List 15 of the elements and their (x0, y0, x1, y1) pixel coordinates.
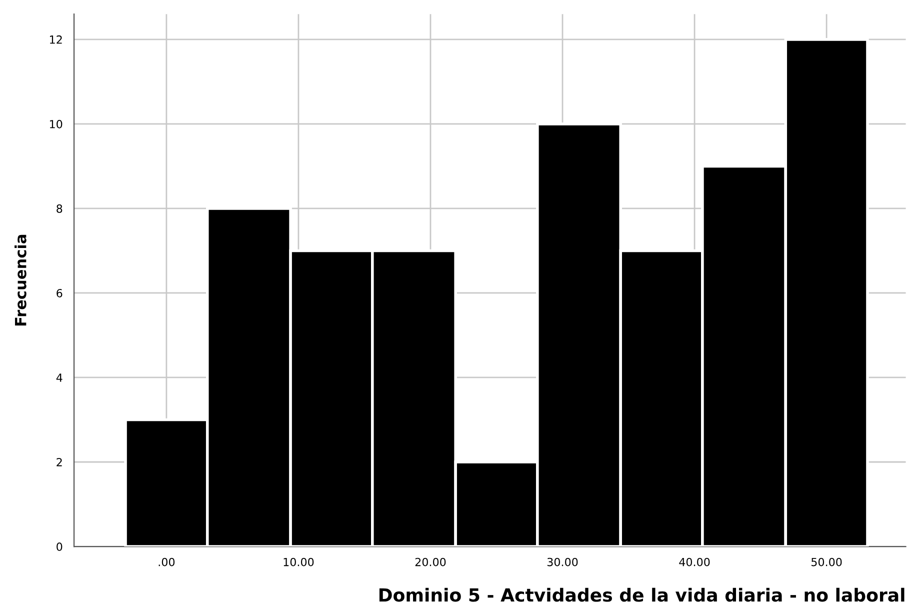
x-tick-label: 40.00 (679, 558, 710, 566)
x-axis-title: Dominio 5 - Actvidades de la vida diaria - no laboral (379, 588, 904, 602)
y-tick-label: 6 (56, 288, 62, 298)
y-tick-label: 4 (56, 374, 62, 382)
x-tick-label: .00 (158, 558, 175, 566)
y-tick-label: 8 (56, 204, 62, 213)
x-tick-label: 20.00 (415, 558, 446, 566)
y-tick-label: 2 (56, 458, 62, 466)
y-tick-label: 10 (50, 120, 62, 128)
y-tick-label: 12 (50, 35, 62, 44)
x-tick-label: 10.00 (284, 558, 314, 566)
x-tick-label: 50.00 (812, 558, 842, 566)
y-axis-title: Frecuencia (14, 234, 26, 326)
y-tick-label: 0 (56, 542, 62, 551)
x-tick-label: 30.00 (547, 558, 578, 566)
